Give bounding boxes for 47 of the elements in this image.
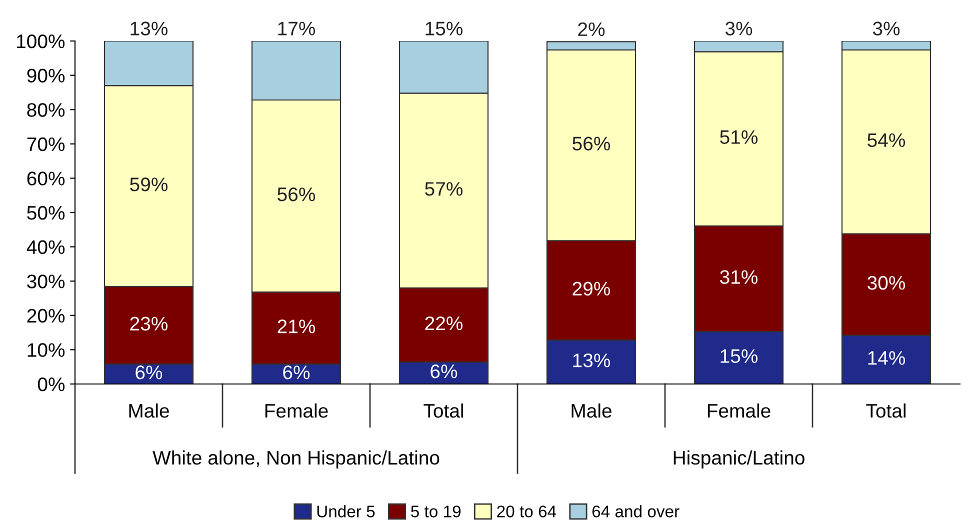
data-label: 22% [425, 316, 463, 330]
x-tick-label: Total [424, 403, 463, 418]
data-label: 14% [868, 351, 906, 365]
y-tick-label: 70% [27, 137, 65, 152]
y-tick-label: 90% [27, 68, 65, 83]
data-label: 3% [725, 22, 752, 36]
x-tick-label: Total [866, 403, 906, 418]
data-label: 6% [136, 366, 162, 380]
y-tick-label: 40% [26, 240, 65, 254]
y-tick-label: 0% [38, 377, 65, 392]
data-label: 59% [130, 178, 168, 192]
data-label: 21% [278, 320, 316, 334]
data-label: 17% [278, 22, 316, 36]
legend-label: 5 to 19 [411, 506, 461, 518]
data-label: 57% [425, 182, 463, 196]
y-tick-label: 100% [17, 34, 65, 48]
y-tick-label: 30% [27, 274, 65, 288]
legend-label: 20 to 64 [497, 506, 556, 518]
data-label: 56% [278, 187, 316, 202]
data-label: 6% [430, 364, 458, 378]
data-label: 54% [868, 133, 906, 148]
y-tick-label: 80% [27, 103, 65, 117]
data-label: 3% [872, 22, 900, 36]
data-label: 2% [578, 22, 605, 36]
data-label: 23% [130, 316, 168, 331]
data-label: 29% [572, 282, 610, 296]
x-tick-label: Male [129, 403, 169, 418]
data-label: 51% [720, 130, 758, 144]
x-tick-label: Female [265, 403, 328, 418]
x-tick-label: Male [572, 403, 612, 418]
data-label: 30% [868, 276, 906, 290]
text: Hispanic/Latino [674, 450, 804, 469]
y-tick-label: 50% [27, 206, 65, 220]
data-label: 13% [130, 22, 168, 36]
data-label: 31% [720, 270, 758, 284]
legend-label: 64 and over [592, 505, 680, 518]
data-label: 15% [426, 22, 463, 36]
x-tick-label: Female [708, 403, 770, 418]
legend-label: Under 5 [317, 505, 375, 518]
data-label: 6% [283, 366, 310, 380]
data-label: 13% [573, 354, 610, 368]
text: White alone, Non Hispanic/Latino [152, 450, 440, 469]
data-label: 56% [572, 136, 610, 150]
y-tick-label: 20% [27, 308, 65, 323]
y-tick-label: 10% [28, 343, 65, 357]
data-label: 15% [720, 349, 758, 363]
y-tick-label: 60% [27, 172, 65, 186]
